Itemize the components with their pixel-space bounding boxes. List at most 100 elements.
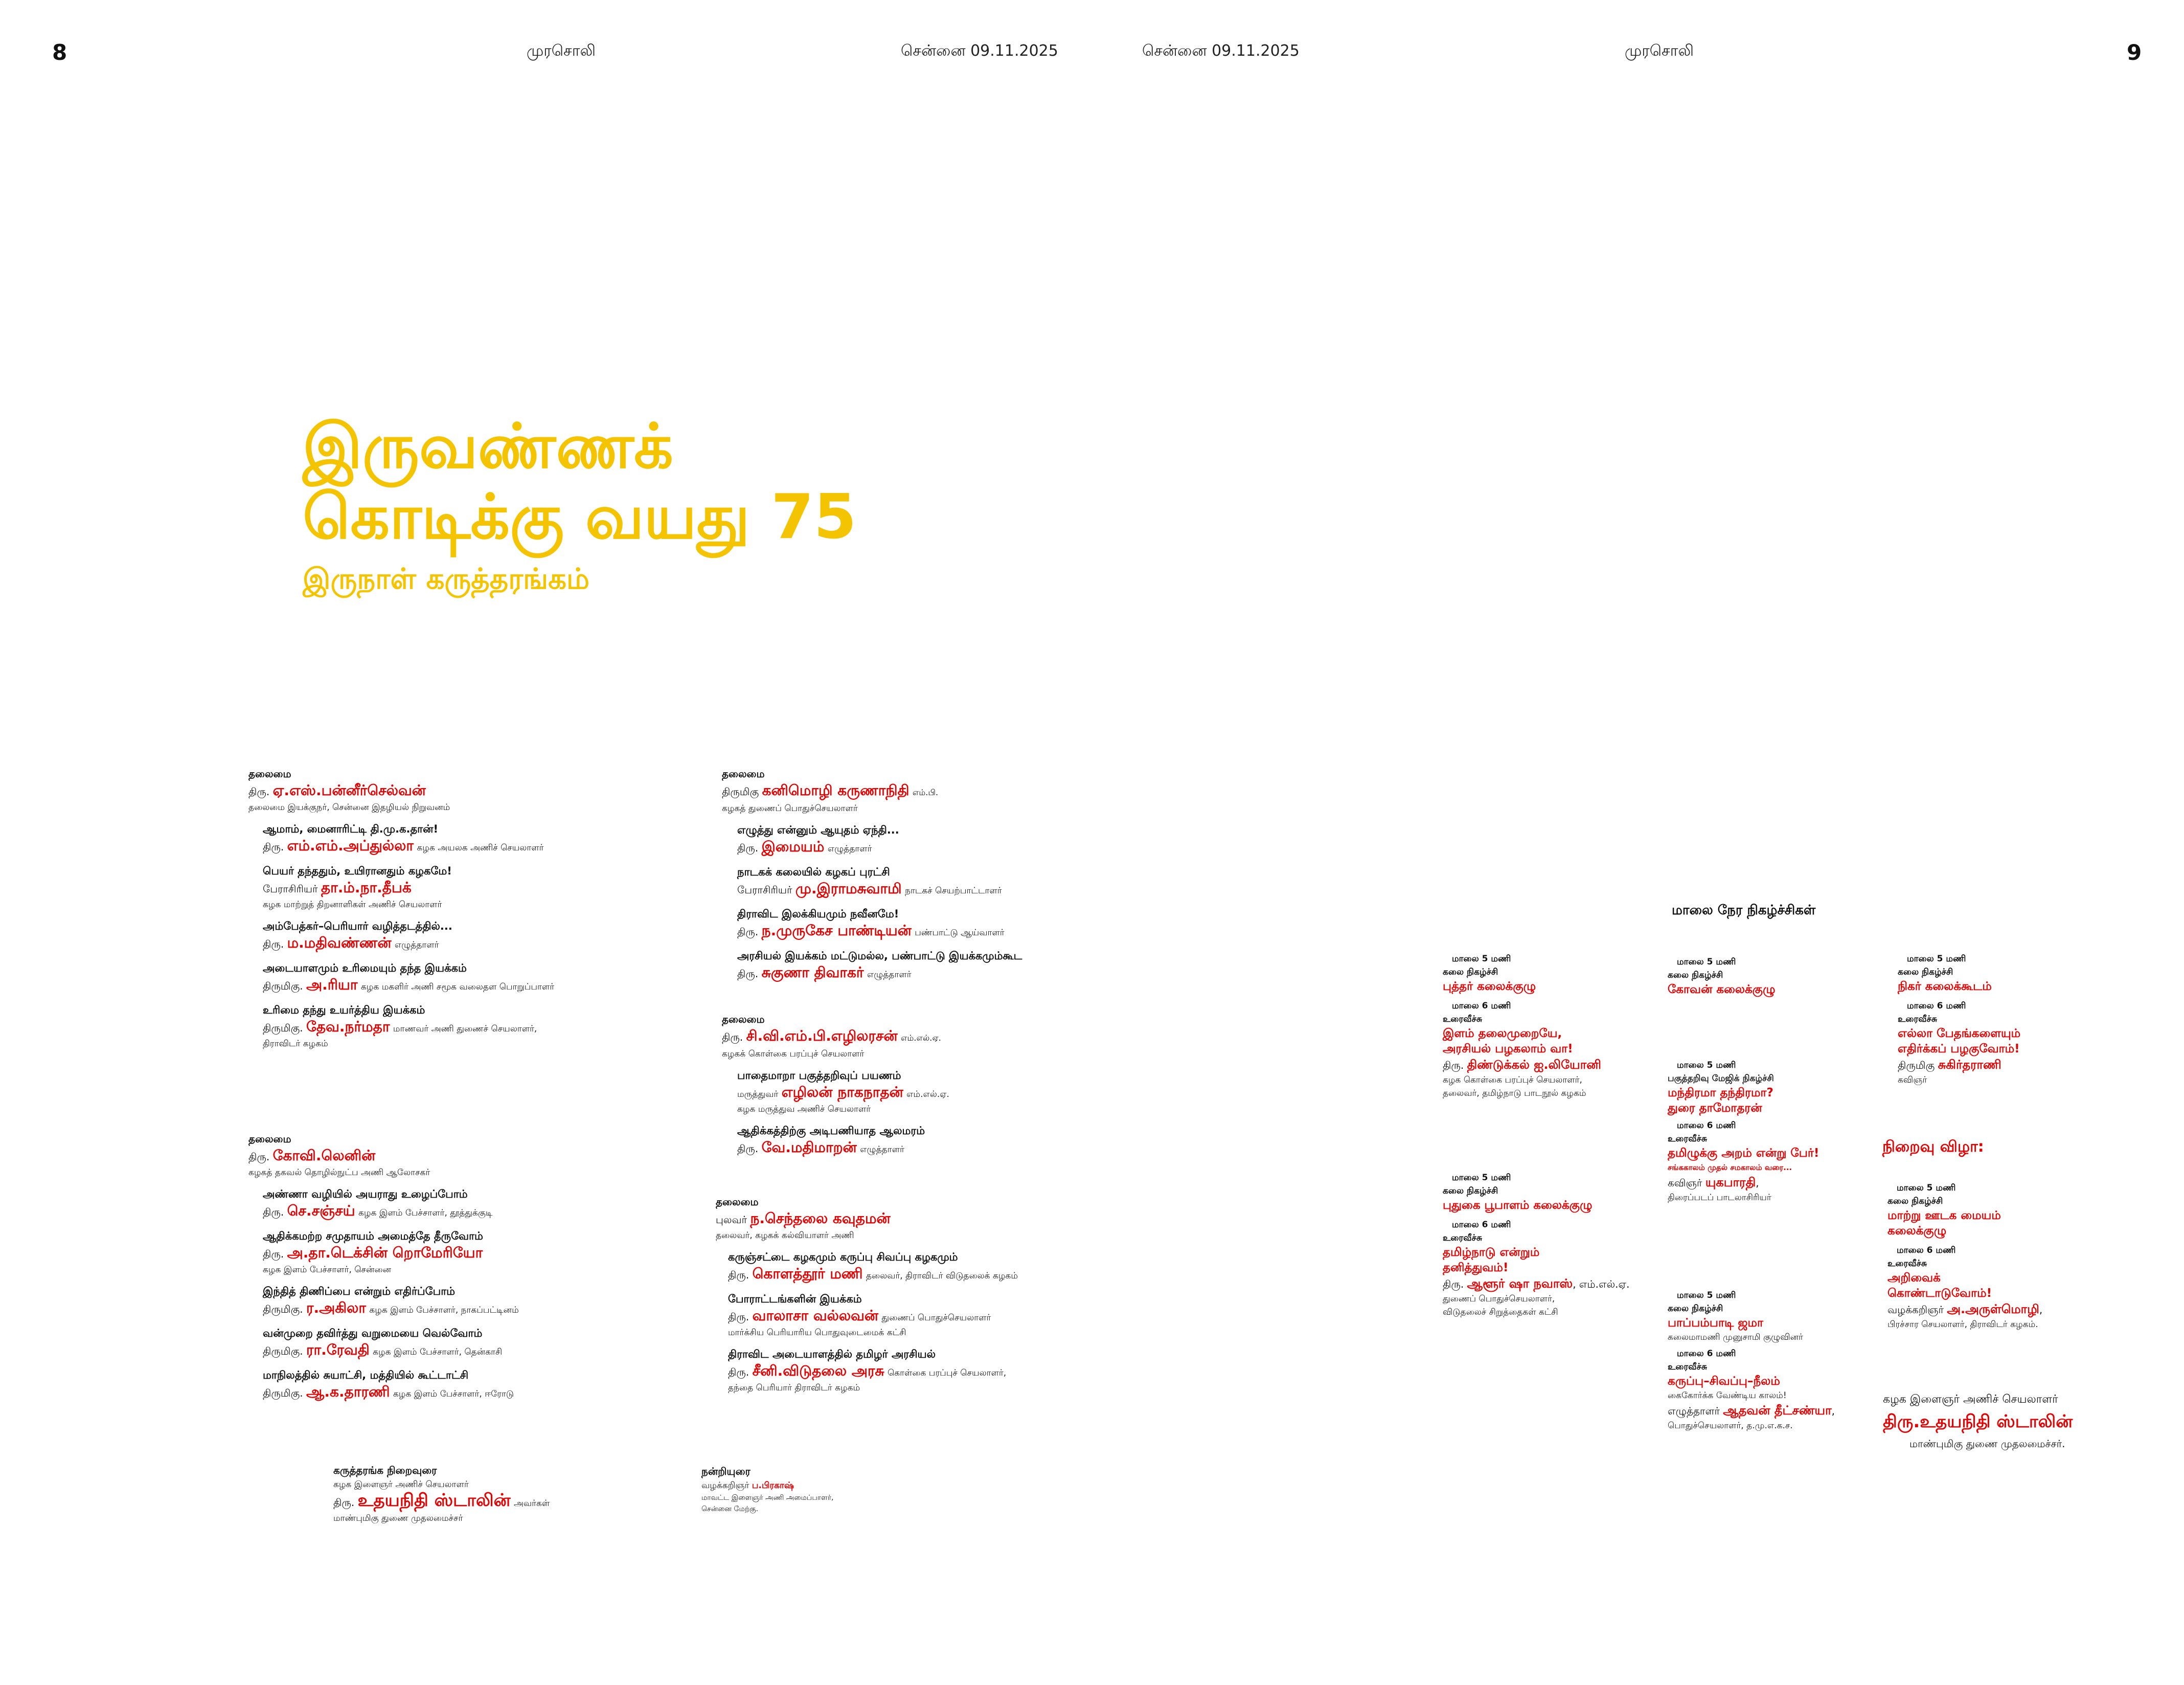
event-group: புத்தர் கலைக்குழு [1443,980,1536,993]
final-speaker: திரு.உதயநிதி ஸ்டாலின் [1883,1411,2073,1432]
thanks-desc: சென்னை மேற்கு. [701,1505,759,1513]
evening-col2-c: மாலை 5 மணி கலை நிகழ்ச்சி பாப்பம்பாடி ஜமா… [1668,1289,1835,1432]
talk-topic: எழுத்து என்னும் ஆயுதம் ஏந்தி... [737,824,899,836]
event-kind: கலை நிகழ்ச்சி [1443,967,1498,977]
chair: புலவர் ந.செந்தலை கவுதமன் [716,1210,891,1227]
event-time: மாலை 6 மணி [1677,1120,1736,1131]
final-address: கழக இளைஞர் அணிச் செயலாளர் திரு.உதயநிதி ஸ… [1883,1391,2073,1452]
event-title: அரசியல் பழகலாம் வா! [1443,1042,1573,1055]
event-kind: கலை நிகழ்ச்சி [1887,1196,1943,1206]
event-desc: பிரச்சார செயலாளர், திராவிடர் கழகம். [1887,1319,2038,1330]
event-title: எதிர்க்கப் பழகுவோம்! [1898,1042,2020,1055]
talk-topic: அம்பேத்கர்–பெரியார் வழித்தடத்தில்... [263,920,452,932]
masthead-right: முரசொலி [1625,42,1694,60]
headline: இருவண்ணக் கொடிக்கு வயது 75 [303,412,856,553]
talk-topic: அடையாளமும் உரிமையும் தந்த இயக்கம் [263,962,467,974]
event-time: மாலை 5 மணி [1907,954,1966,964]
talk-topic: ஆமாம், மைனாரிட்டி தி.மு.க.தான்! [263,823,439,835]
event-desc: விடுதலைச் சிறுத்தைகள் கட்சி [1443,1307,1558,1317]
session-2: தலைமை திரு. கோவி.லெனின் கழகத் தகவல் தொழி… [248,1131,519,1402]
page-number-left: 8 [52,40,67,65]
event-title: அறிவைக் [1887,1271,1941,1285]
session-label: தலைமை [248,1133,291,1145]
speaker: பேராசிரியர் தா.ம்.நா.தீபக் [263,879,412,896]
session-5: தலைமை புலவர் ந.செந்தலை கவுதமன் தலைவர், க… [716,1194,1018,1395]
event-kind: கலை நிகழ்ச்சி [1668,970,1723,980]
talk-topic: இந்தித் திணிப்பை என்றும் எதிர்ப்போம் [263,1285,456,1297]
closing-ceremony-title: நிறைவு விழா: [1882,1138,1984,1156]
evening-col1-a: மாலை 5 மணி கலை நிகழ்ச்சி புத்தர் கலைக்கு… [1443,952,1601,1100]
event-time: மாலை 5 மணி [1452,1173,1511,1183]
event-time: மாலை 6 மணி [1677,1349,1736,1359]
headline-subtitle: இருநாள் கருத்தரங்கம் [303,563,590,596]
event-desc: கவிஞர் [1898,1075,1927,1085]
speaker: திரு. கொளத்தூர் மணி தலைவர், திராவிடர் வி… [728,1265,1018,1282]
speaker: திரு. அ.தா.டெக்சின் றொமேரியோ [263,1244,483,1261]
chair: திருமிகு கனிமொழி கருணாநிதி எம்.பி. [722,782,939,799]
talk-topic: ஆதிக்கமற்ற சமுதாயம் அமைத்தே தீருவோம் [263,1230,483,1242]
event-title: தனித்துவம்! [1443,1261,1509,1274]
speaker: திரு. இமையம் எழுத்தாளர் [737,838,872,855]
chair: திரு. ஏ.எஸ்.பன்னீர்செல்வன் [248,782,426,799]
event-desc: துணைப் பொதுச்செயலாளர், [1443,1294,1555,1304]
closing-label: கருத்தரங்க நிறைவுரை [333,1464,437,1476]
event-kind: பகுத்தறிவு மேஜிக் நிகழ்ச்சி [1668,1073,1774,1084]
page-number-right: 9 [2127,40,2142,65]
event-time: மாலை 5 மணி [1677,1290,1736,1300]
speaker: திருமிகு. ரா.ரேவதி கழக இளம் பேச்சாளர், த… [263,1341,503,1358]
talk-topic: திராவிட அடையாளத்தில் தமிழர் அரசியல் [728,1348,936,1360]
final-role: கழக இளைஞர் அணிச் செயலாளர் [1883,1393,2058,1406]
speaker-desc: தந்தை பெரியார் திராவிடர் கழகம் [728,1383,860,1393]
event-time: மாலை 5 மணி [1897,1183,1956,1193]
masthead-left: முரசொலி [527,42,596,60]
event-group: கோவன் கலைக்குழு [1668,983,1776,996]
event-speaker: திரு. ஆளூர் ஷா நவாஸ், எம்.எல்.ஏ. [1443,1276,1630,1291]
chair: திரு. சி.வி.எம்.பி.எழிலரசன் எம்.எல்.ஏ. [722,1027,941,1044]
event-desc: பொதுச்செயலாளர், த.மு.எ.க.ச. [1668,1421,1793,1431]
talk-topic: திராவிட இலக்கியமும் நவீனமே! [737,908,899,920]
speaker-desc: மார்க்சிய பெரியாரிய பொதுவுடைமைக் கட்சி [728,1328,906,1338]
event-desc: கழக கொள்கை பரப்புச் செயலாளர், [1443,1075,1582,1085]
event-time: மாலை 6 மணி [1452,1220,1511,1230]
event-kind: உரைவீச்சு [1443,1233,1483,1243]
event-kind: உரைவீச்சு [1887,1259,1927,1269]
talk-topic: வன்முறை தவிர்த்து வறுமையை வெல்வோம் [263,1327,483,1339]
headline-line-1: இருவண்ணக் [303,411,673,482]
thanks-label: நன்றியுரை [701,1465,750,1477]
evening-col2-b: மாலை 5 மணி பகுத்தறிவு மேஜிக் நிகழ்ச்சி ம… [1668,1059,1819,1204]
speaker: திரு. ந.முருகேச பாண்டியன் பண்பாட்டு ஆய்வ… [737,922,1005,939]
event-title: எல்லா பேதங்களையும் [1898,1027,2021,1040]
event-group: புதுகை பூபாளம் கலைக்குழு [1443,1199,1592,1212]
event-title: கருப்பு–சிவப்பு–நீலம் [1668,1375,1780,1388]
evening-title: மாலை நேர நிகழ்ச்சிகள் [1672,903,1816,918]
event-title: தமிழ்நாடு என்றும் [1443,1246,1540,1259]
speaker: திருமிகு. ர.அகிலா கழக இளம் பேச்சாளர், நா… [263,1299,519,1316]
closing-speaker: திரு. உதயநிதி ஸ்டாலின் அவர்கள் [333,1490,550,1511]
chair: திரு. கோவி.லெனின் [248,1147,376,1164]
evening-col3-b: மாலை 5 மணி கலை நிகழ்ச்சி மாற்று ஊடக மையம… [1887,1181,2042,1331]
event-group: நிகர் கலைக்கூடம் [1898,980,1992,993]
event-speaker: வழக்கறிஞர் அ.அருள்மொழி, [1887,1302,2043,1316]
session-label: தலைமை [248,768,291,780]
talk-topic: அண்ணா வழியில் அயராது உழைப்போம் [263,1188,468,1200]
event-group: கலைக்குழு [1887,1224,1947,1238]
event-time: மாலை 6 மணி [1897,1245,1956,1255]
speaker-desc: திராவிடர் கழகம் [263,1039,328,1049]
speaker: திரு. செ.சஞ்சய் கழக இளம் பேச்சாளர், தூத்… [263,1202,493,1219]
event-subtitle: சங்ககாலம் முதல் சமகாலம் வரை... [1668,1163,1792,1172]
speaker: திரு. சுகுணா திவாகர் எழுத்தாளர் [737,964,912,981]
talk-topic: மாநிலத்தில் சுயாட்சி, மத்தியில் கூட்டாட்… [263,1369,469,1381]
speaker: திருமிகு. அ.ரியா கழக மகளிர் அணி சமூக வலை… [263,976,555,993]
thanks-desc: மாவட்ட இளைஞர் அணி அமைப்பாளர், [701,1494,834,1502]
event-kind: உரைவீச்சு [1668,1134,1708,1144]
speaker: திரு. சீனி.விடுதலை அரசு கொள்கை பரப்புச் … [728,1362,1007,1379]
speaker: திரு. ம.மதிவண்ணன் எழுத்தாளர் [263,934,439,951]
event-kind: உரைவீச்சு [1898,1014,1938,1024]
chair-desc: கழகத் துணைப் பொதுச்செயலாளர் [722,803,858,814]
chair-desc: கழகக் கொள்கை பரப்புச் செயலாளர் [722,1049,864,1059]
talk-topic: கருஞ்சட்டை கழகமும் கருப்பு சிவப்பு கழகமு… [728,1251,958,1263]
event-desc: திரைப்படப் பாடலாசிரியர் [1668,1193,1771,1203]
talk-topic: ஆதிக்கத்திற்கு அடிபணியாத ஆலமரம் [737,1125,925,1137]
talk-topic: பாதைமாறா பகுத்தறிவுப் பயணம் [737,1069,901,1082]
speaker: திருமிகு. தேவ.நர்மதா மாணவர் அணி துணைச் ச… [263,1018,537,1035]
